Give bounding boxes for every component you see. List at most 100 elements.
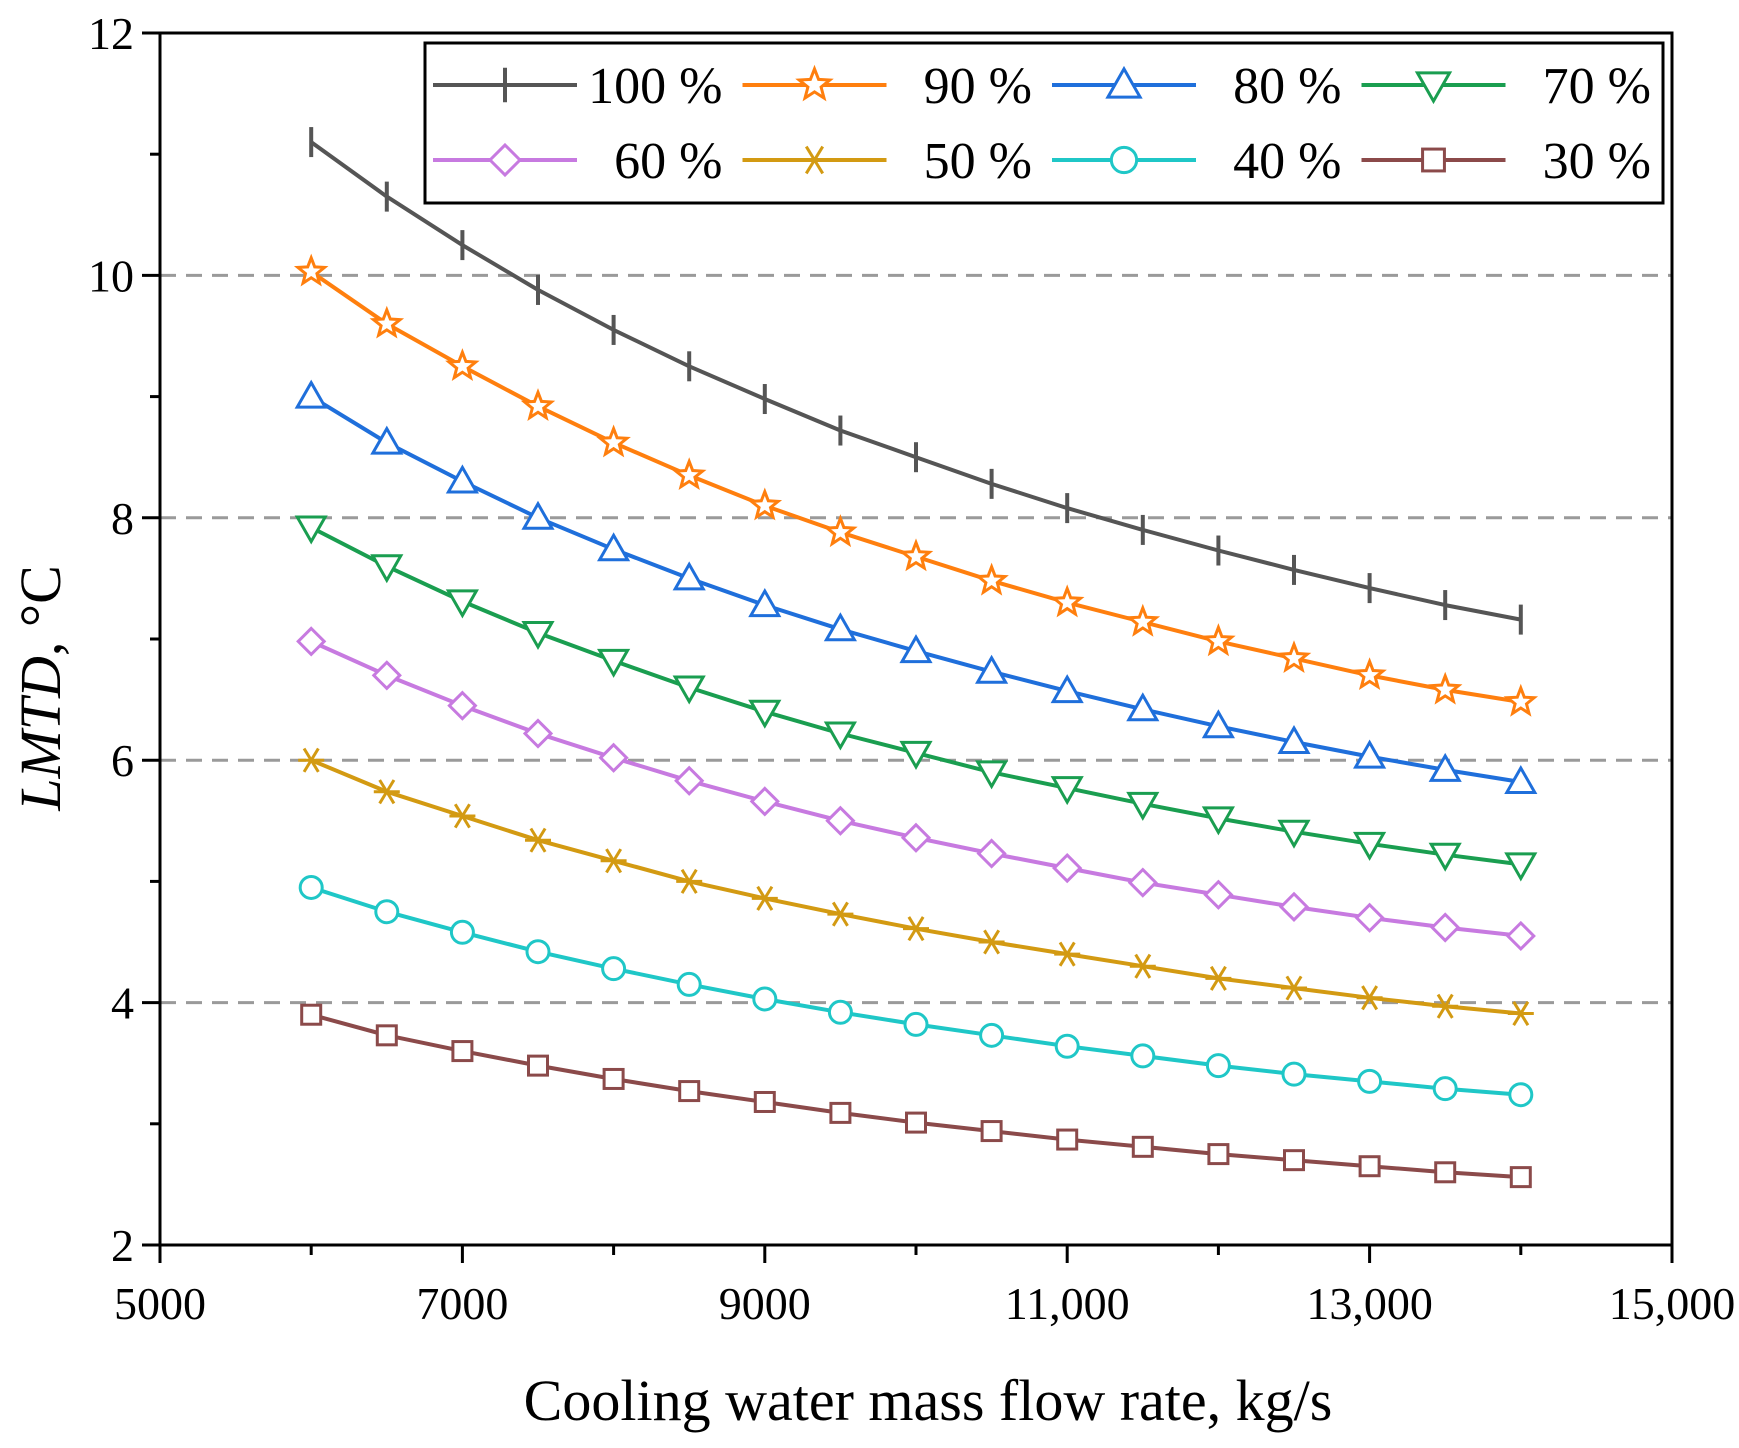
marker-arm bbox=[680, 868, 698, 894]
marker-shape bbox=[374, 899, 400, 925]
marker-shape bbox=[974, 562, 1009, 596]
marker-shape bbox=[823, 514, 858, 548]
series-line-50 bbox=[310, 758, 1521, 1016]
data-point-90 bbox=[1049, 584, 1085, 618]
marker-shape bbox=[975, 760, 1009, 790]
data-point-70 bbox=[975, 760, 1009, 790]
marker-shape bbox=[749, 786, 780, 817]
x-tick-label: 13,000 bbox=[1306, 1278, 1433, 1329]
data-point-90 bbox=[898, 538, 934, 572]
data-point-60 bbox=[1203, 879, 1234, 910]
data-point-90 bbox=[445, 348, 480, 381]
marker-shape bbox=[447, 690, 478, 721]
marker-shape bbox=[445, 589, 479, 619]
marker-shape bbox=[1278, 891, 1310, 922]
marker-shape bbox=[527, 1054, 549, 1077]
marker-shape bbox=[1050, 776, 1084, 806]
y-axis-title: LMTD, °C bbox=[8, 565, 73, 812]
marker-shape bbox=[899, 634, 933, 664]
marker-shape bbox=[1126, 791, 1160, 821]
marker-shape bbox=[1434, 1161, 1457, 1184]
marker-shape bbox=[598, 742, 629, 773]
data-point-40 bbox=[676, 971, 702, 997]
legend-entry-90: 90 % bbox=[742, 58, 1032, 115]
series-layer bbox=[293, 127, 1539, 1189]
data-point-40 bbox=[525, 939, 551, 965]
marker-arm bbox=[529, 827, 547, 853]
series-30 bbox=[300, 1003, 1532, 1189]
legend-entry-80: 80 % bbox=[1052, 58, 1342, 115]
data-point-90 bbox=[369, 305, 405, 339]
data-point-30 bbox=[1358, 1155, 1381, 1178]
data-point-90 bbox=[1427, 671, 1463, 705]
marker-shape bbox=[1052, 852, 1083, 884]
data-point-40 bbox=[1130, 1043, 1156, 1069]
x-tick-label: 9000 bbox=[719, 1278, 811, 1329]
legend-label: 80 % bbox=[1233, 58, 1341, 115]
data-point-90 bbox=[823, 514, 858, 548]
marker-shape bbox=[829, 1101, 852, 1124]
marker-shape bbox=[674, 765, 705, 796]
marker-shape bbox=[1432, 1076, 1458, 1102]
marker-shape bbox=[1125, 603, 1161, 637]
marker-shape bbox=[370, 554, 404, 584]
data-point-60 bbox=[598, 742, 629, 773]
y-tick-label: 2 bbox=[111, 1220, 134, 1271]
marker-arm bbox=[831, 901, 849, 927]
marker-arm bbox=[983, 929, 1001, 955]
marker-shape bbox=[976, 838, 1007, 869]
series-90 bbox=[293, 253, 1539, 717]
data-point-50 bbox=[1054, 941, 1081, 967]
data-point-80 bbox=[1126, 692, 1160, 722]
legend-swatch-marker bbox=[799, 145, 830, 175]
marker-shape bbox=[602, 1067, 625, 1090]
data-point-60 bbox=[1430, 912, 1461, 943]
y-axis-title-unit: , °C bbox=[8, 565, 73, 656]
data-point-30 bbox=[905, 1111, 927, 1134]
data-point-50 bbox=[1507, 1001, 1534, 1026]
marker-shape bbox=[672, 675, 706, 705]
marker-shape bbox=[1353, 831, 1387, 861]
marker-arm bbox=[453, 803, 471, 829]
data-point-30 bbox=[753, 1090, 776, 1113]
marker-shape bbox=[1049, 584, 1085, 618]
data-point-80 bbox=[445, 464, 479, 494]
data-point-70 bbox=[294, 515, 328, 545]
marker-shape bbox=[520, 388, 556, 421]
data-point-50 bbox=[1129, 953, 1156, 979]
marker-shape bbox=[294, 379, 328, 409]
legend-entry-60: 60 % bbox=[433, 133, 723, 190]
marker-shape bbox=[1127, 867, 1158, 898]
marker-shape bbox=[596, 424, 631, 458]
data-point-90 bbox=[1503, 683, 1539, 717]
data-point-90 bbox=[1352, 657, 1387, 691]
data-point-30 bbox=[829, 1101, 852, 1124]
marker-shape bbox=[1277, 724, 1311, 755]
marker-shape bbox=[375, 1024, 398, 1047]
marker-shape bbox=[597, 532, 631, 562]
y-tick-label: 8 bbox=[111, 493, 134, 544]
marker-shape bbox=[1504, 852, 1538, 882]
marker-shape bbox=[601, 956, 627, 982]
data-point-30 bbox=[602, 1067, 625, 1090]
marker-shape bbox=[903, 1011, 929, 1037]
data-point-80 bbox=[294, 379, 328, 409]
marker-shape bbox=[1281, 1061, 1307, 1087]
data-point-80 bbox=[899, 634, 933, 664]
marker-shape bbox=[1421, 147, 1446, 173]
series-70 bbox=[294, 515, 1538, 882]
legend-entry-40: 40 % bbox=[1052, 133, 1342, 190]
data-point-70 bbox=[1050, 776, 1084, 806]
legend-swatch-marker bbox=[487, 142, 523, 178]
data-point-50 bbox=[449, 803, 476, 829]
legend-label: 60 % bbox=[614, 133, 722, 190]
marker-shape bbox=[753, 1090, 776, 1113]
marker-shape bbox=[451, 1040, 474, 1063]
marker-shape bbox=[747, 487, 783, 521]
legend-swatch-marker bbox=[1421, 147, 1446, 173]
marker-shape bbox=[975, 654, 1009, 684]
data-point-60 bbox=[976, 838, 1007, 869]
marker-shape bbox=[1353, 739, 1387, 769]
marker-shape bbox=[979, 1022, 1005, 1048]
